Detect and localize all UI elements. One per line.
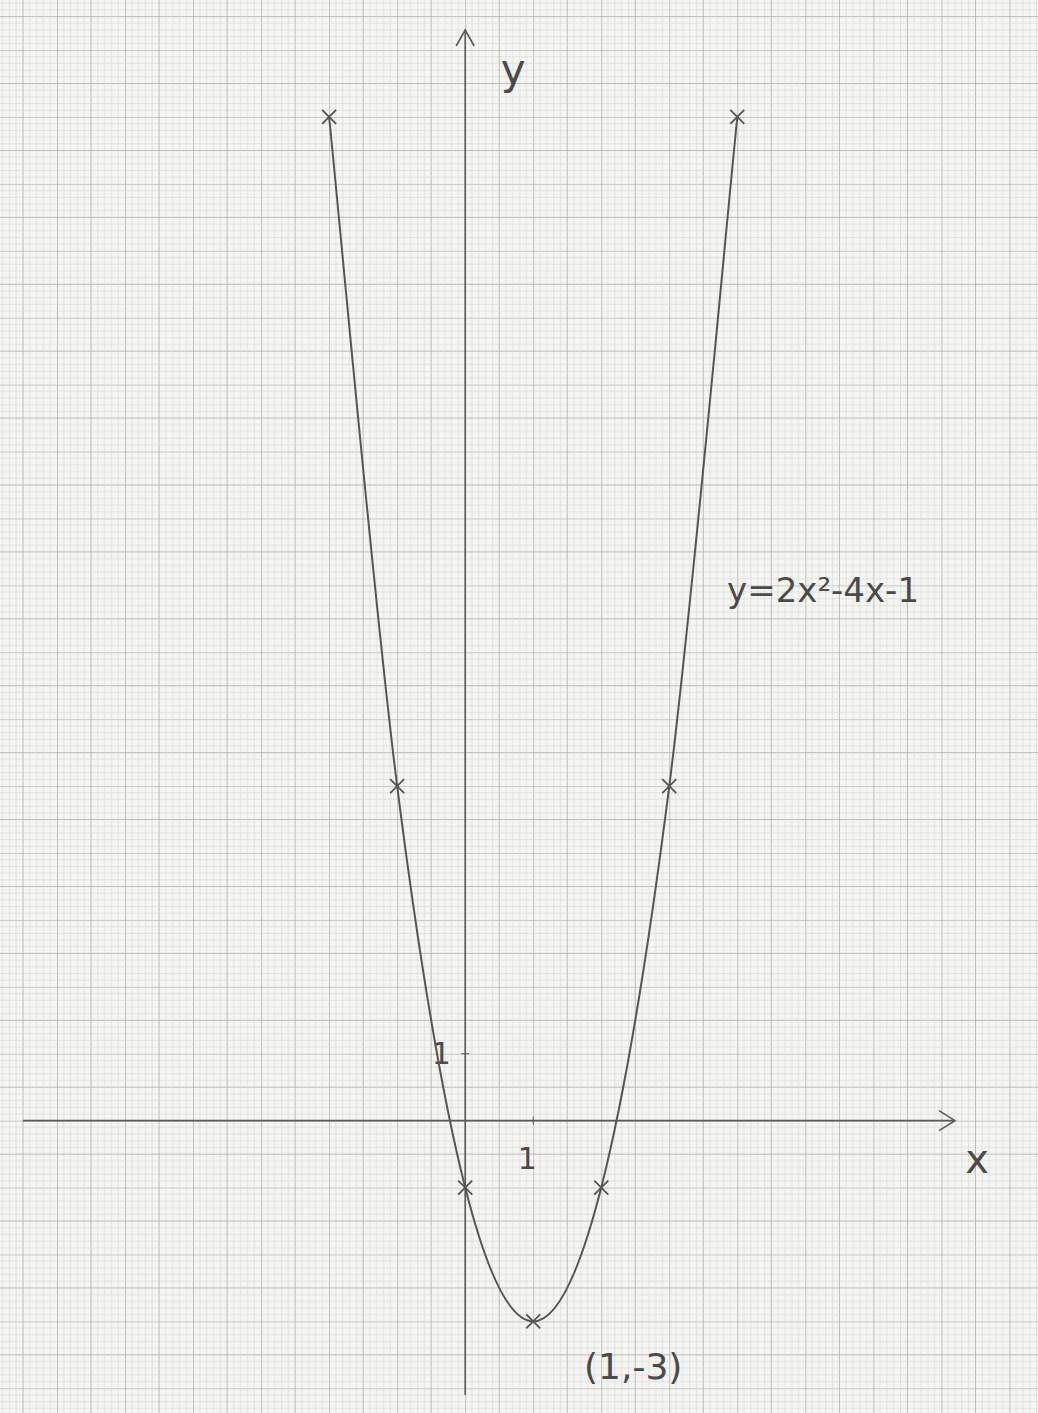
y-axis-label: y (501, 45, 526, 94)
point-marker (730, 110, 744, 124)
y-tick (461, 1053, 469, 1054)
x-tick-label: 1 (518, 1141, 537, 1176)
plot-area (322, 110, 744, 1328)
x-axis (23, 1120, 955, 1122)
point-marker (662, 779, 676, 793)
curve-label: y=2x²-4x-1 (727, 570, 919, 610)
x-axis-label: x (965, 1136, 989, 1182)
point-marker (458, 1181, 472, 1195)
curve (329, 117, 737, 1321)
y-arrow (456, 30, 474, 46)
point-marker (594, 1181, 608, 1195)
annotation: (1,-3) (584, 1346, 682, 1387)
point-marker (390, 779, 404, 793)
chart: 11xyy=2x²-4x-1(1,-3) (0, 0, 1038, 1413)
point-marker (322, 110, 336, 124)
point-marker (526, 1314, 540, 1328)
graph-paper (0, 0, 1038, 1413)
x-tick (533, 1117, 534, 1125)
x-arrow (939, 1111, 955, 1131)
